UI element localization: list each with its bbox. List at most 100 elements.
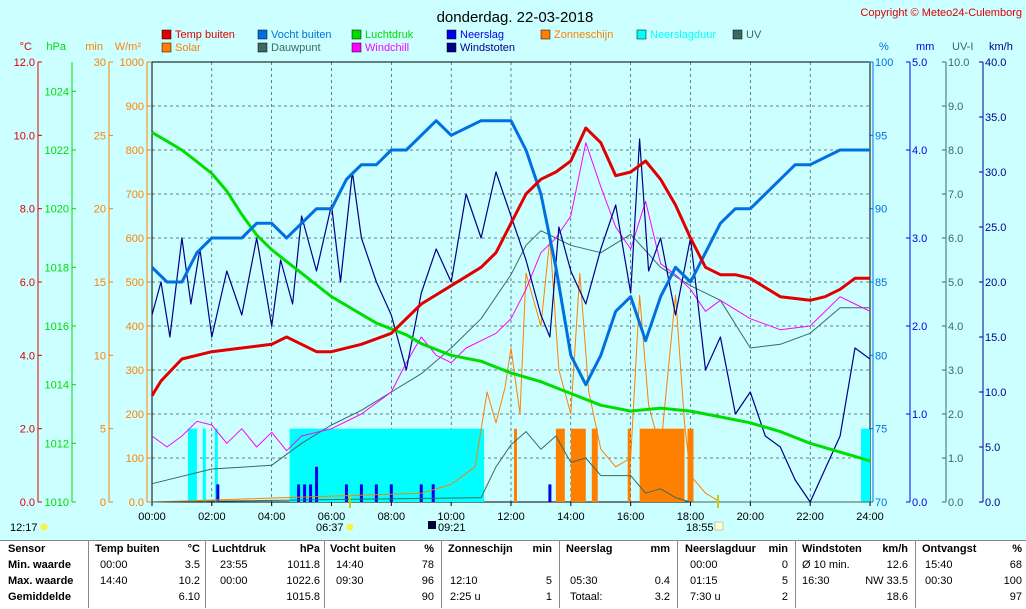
temp-time: 00:00 <box>100 559 128 571</box>
row-label: Gemiddelde <box>8 591 71 603</box>
pressure-time: 23:55 <box>220 559 248 571</box>
rain-axis-tick-label: 0.0 <box>912 497 927 509</box>
uv-axis-tick-label: 2.0 <box>948 409 963 421</box>
time-tick-label: 16:00 <box>617 511 645 523</box>
pressure-axis-tick-label: 1022 <box>45 145 69 157</box>
header-gusts: Windstoten <box>802 543 862 555</box>
rain-time: Totaal: <box>570 591 603 603</box>
temp-axis-tick-label: 10.0 <box>14 130 35 142</box>
rain-axis-tick-label: 5.0 <box>912 57 927 69</box>
time-tick-label: 06:00 <box>318 511 346 523</box>
temp-axis-tick-label: 6.0 <box>20 277 35 289</box>
legend-label: Vocht buiten <box>271 29 332 41</box>
minutes-axis-tick-label: 15 <box>94 277 106 289</box>
wind-axis-tick-label: 30.0 <box>985 167 1006 179</box>
time-tick-label: 12:00 <box>497 511 525 523</box>
rain-axis-tick-label: 1.0 <box>912 409 927 421</box>
legend-swatch <box>732 29 743 40</box>
rain-bar <box>344 484 348 502</box>
uv-axis-tick-label: 1.0 <box>948 453 963 465</box>
rain-time: 05:30 <box>570 575 598 587</box>
summary-row: Gemiddelde 6.10 1015.8 90 2:25 u 1 Totaal: 3.2 7… <box>0 591 1026 607</box>
chart-axes: °C0.02.04.06.08.010.012.0hPa101010121014… <box>14 41 1013 523</box>
legend-label: UV <box>746 29 762 41</box>
time-tick-label: 20:00 <box>737 511 765 523</box>
wind-axis-tick-label: 0.0 <box>985 497 1000 509</box>
humidity-axis-tick-label: 90 <box>875 204 887 216</box>
solar-axis-tick-label: 500 <box>126 277 144 289</box>
sunshine-time: 12:10 <box>450 575 478 587</box>
solar-axis-tick-label: 400 <box>126 321 144 333</box>
temp-axis-unit: °C <box>20 41 32 53</box>
sunshine-bar <box>513 428 517 502</box>
header-pressure: Luchtdruk <box>212 543 266 555</box>
minutes-axis-unit: min <box>85 41 103 53</box>
uv-axis-tick-label: 4.0 <box>948 321 963 333</box>
sunshine-bar <box>555 428 565 502</box>
temp-axis-tick-label: 8.0 <box>20 204 35 216</box>
header-rain-duration: Neerslagduur <box>685 543 756 555</box>
pressure-value: 1015.8 <box>286 591 320 603</box>
minutes-axis-tick-label: 30 <box>94 57 106 69</box>
table-divider <box>205 540 206 608</box>
legend-label: Zonneschijn <box>554 29 613 41</box>
row-label: Max. waarde <box>8 575 74 587</box>
wind-axis-tick-label: 10.0 <box>985 387 1006 399</box>
humidity-value: 96 <box>421 575 434 587</box>
header-humidity: Vocht buiten <box>330 543 396 555</box>
header-pressure-unit: hPa <box>299 543 320 555</box>
time-tick-label: 22:00 <box>796 511 824 523</box>
sunshine-value: 5 <box>545 575 552 587</box>
moonrise-time: 12:17 <box>10 522 38 534</box>
header-reception-unit: % <box>1012 543 1022 555</box>
legend-label: Luchtdruk <box>365 29 414 41</box>
uv-axis-tick-label: 0.0 <box>948 497 963 509</box>
gusts-value: 12.6 <box>886 559 908 571</box>
pressure-axis-unit: hPa <box>46 41 66 53</box>
table-divider <box>324 540 325 608</box>
sunshine-bar <box>591 428 598 502</box>
uv-axis-tick-label: 7.0 <box>948 189 963 201</box>
solar-axis-tick-label: 900 <box>126 101 144 113</box>
header-temp: Temp buiten <box>95 543 160 555</box>
gusts-value: NW 33.5 <box>865 575 908 587</box>
temp-axis-tick-label: 2.0 <box>20 424 35 436</box>
sun-markers: 12:17 06:37 09:21 18:55 <box>10 495 724 534</box>
copyright-text: Copyright © Meteo24-Culemborg <box>860 7 1022 19</box>
summary-table: Sensor Temp buiten °C Luchtdruk hPa Voch… <box>0 540 1026 609</box>
sunshine-value: 1 <box>545 591 552 603</box>
pressure-time: 00:00 <box>220 575 248 587</box>
reception-time: 00:30 <box>925 575 953 587</box>
temp-value: 10.2 <box>178 575 200 587</box>
rain-bar <box>315 466 319 502</box>
rain-bar <box>431 484 435 502</box>
wind-axis-tick-label: 15.0 <box>985 332 1006 344</box>
wind-axis-tick-label: 25.0 <box>985 222 1006 234</box>
legend-label: Neerslag <box>460 29 504 41</box>
rain-bar <box>309 484 313 502</box>
reception-value: 68 <box>1009 559 1022 571</box>
rain-bar <box>303 484 307 502</box>
rain-duration-bar <box>289 428 485 502</box>
wind-axis-tick-label: 35.0 <box>985 112 1006 124</box>
uv-axis-tick-label: 8.0 <box>948 145 963 157</box>
humidity-value: 78 <box>421 559 434 571</box>
rain-duration-time: 01:15 <box>690 575 718 587</box>
legend-swatch <box>351 42 362 53</box>
uv-axis-tick-label: 6.0 <box>948 233 963 245</box>
header-rain-unit: mm <box>650 543 670 555</box>
humidity-value: 90 <box>421 591 434 603</box>
uv-axis-tick-label: 3.0 <box>948 365 963 377</box>
uv-line <box>151 431 870 503</box>
pressure-value: 1022.6 <box>286 575 320 587</box>
pressure-axis-tick-label: 1010 <box>45 497 69 509</box>
rain-value: 0.4 <box>654 575 670 587</box>
rain-bar <box>374 484 378 502</box>
legend-swatch <box>636 29 647 40</box>
rain-value: 3.2 <box>654 591 670 603</box>
rain-duration-value: 5 <box>781 575 788 587</box>
wind-axis-tick-label: 20.0 <box>985 277 1006 289</box>
solar-axis-tick-label: 600 <box>126 233 144 245</box>
rain-bar <box>548 484 552 502</box>
solar-line <box>151 237 870 503</box>
